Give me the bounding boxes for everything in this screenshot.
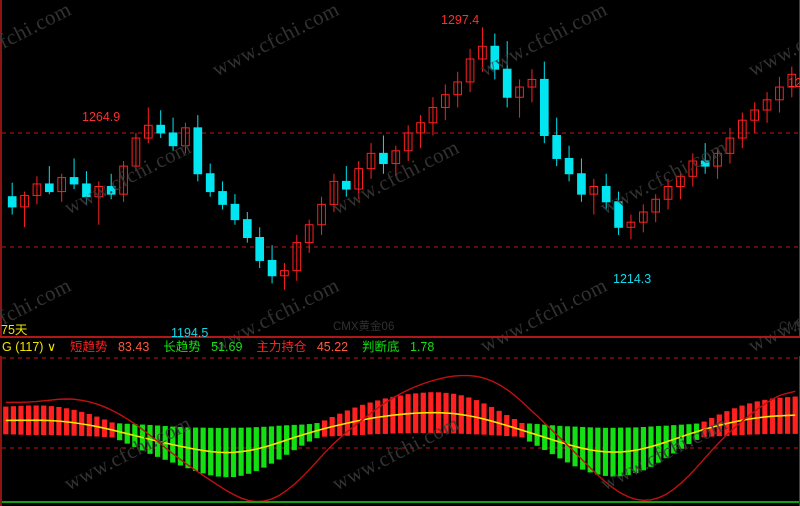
candle-body [20, 194, 29, 208]
candle-body [762, 99, 772, 111]
candle-body [539, 78, 549, 136]
candle-body [366, 152, 376, 170]
candle-body [428, 106, 438, 124]
candle-body [391, 150, 401, 165]
indicator-header[interactable]: G (117) ∨ 短趋势 83.43 长趋势 51.69 主力持仓 45.22… [0, 338, 800, 356]
candle-body [440, 94, 450, 108]
candle-body [205, 173, 215, 193]
chevron-down-icon[interactable]: ∨ [46, 340, 57, 354]
candle-body [688, 160, 698, 177]
candle-body [737, 119, 747, 139]
candle-body [502, 68, 512, 98]
candlestick-svg [2, 27, 800, 290]
candle-body [354, 168, 364, 190]
candle-body [242, 219, 252, 238]
candle-body [676, 175, 685, 188]
candle-body [329, 180, 339, 205]
candle-body [601, 186, 611, 203]
price-annotation-high-1264: 1264.9 [82, 110, 121, 124]
candle-body [131, 137, 141, 167]
candle-body [787, 73, 797, 88]
candle-body [57, 177, 67, 193]
price-annotation-high-1297: 1297.4 [441, 13, 480, 27]
candle-body [775, 86, 784, 101]
indicator-field-value-0: 83.43 [117, 340, 150, 354]
candle-body [490, 45, 500, 70]
ma-period-label: 75天 [1, 323, 28, 337]
candle-body [292, 242, 302, 272]
candle-body [106, 186, 116, 195]
candle-body [527, 78, 537, 88]
indicator-field-label-2: 主力持仓 [256, 340, 307, 354]
price-annotation-low-1214: 1214.3 [613, 272, 652, 286]
candle-body [589, 186, 599, 195]
candle-body [119, 165, 128, 195]
candle-body [465, 58, 475, 83]
indicator-chart-pane[interactable] [0, 356, 800, 506]
candle-body [94, 186, 104, 198]
candle-body [193, 127, 203, 175]
indicator-field-value-2: 45.22 [316, 340, 349, 354]
candle-body [156, 124, 166, 134]
candle-body [713, 152, 722, 167]
candle-body [82, 183, 91, 198]
candle-body [341, 180, 351, 190]
candle-body [564, 157, 574, 175]
candle-body [304, 224, 314, 244]
indicator-oscillator-line [5, 374, 796, 503]
candle-body [416, 122, 425, 134]
candle-body [638, 211, 648, 223]
candle-body [379, 152, 388, 165]
candle-body [181, 127, 190, 147]
candle-body [750, 109, 760, 121]
candle-body [725, 137, 735, 154]
candle-body [7, 196, 17, 208]
indicator-field-label-3: 判断底 [362, 340, 400, 354]
candle-body [478, 45, 487, 60]
pane-separator [0, 336, 800, 338]
symbol-watermark-left: CMX黄金06 [333, 321, 395, 333]
candle-body [230, 203, 240, 221]
candle-body [453, 81, 463, 96]
candle-body [663, 186, 673, 200]
candle-body [577, 173, 586, 195]
candle-body [651, 198, 661, 213]
candle-body [267, 259, 277, 277]
candle-body [44, 183, 54, 193]
candle-body [317, 203, 326, 226]
symbol-watermark-right: CMX黄 [779, 321, 800, 333]
candle-body [143, 124, 153, 139]
price-annotation-low-1194: 1194.5 [171, 326, 209, 340]
candle-body [614, 201, 623, 228]
indicator-field-label-1: 长趋势 [163, 340, 201, 354]
candle-body [403, 132, 413, 152]
macd-histogram-svg [2, 357, 799, 503]
candle-body [255, 237, 265, 261]
indicator-name[interactable]: G (117) [2, 340, 44, 354]
indicator-field-value-3: 1.78 [410, 340, 435, 354]
price-annotation-edge: 12 [788, 76, 800, 90]
candle-body [552, 135, 562, 159]
indicator-field-label-0: 短趋势 [70, 340, 108, 354]
candle-body [218, 191, 227, 205]
candle-body [280, 270, 289, 277]
candle-body [700, 160, 710, 167]
price-chart-pane[interactable] [0, 0, 800, 336]
candle-body [515, 86, 524, 98]
indicator-field-value-1: 51.69 [211, 340, 243, 354]
candle-body [69, 177, 79, 185]
candle-body [168, 132, 178, 147]
indicator-signal-line [5, 411, 796, 454]
candle-body [32, 183, 42, 196]
candle-body [626, 221, 636, 228]
